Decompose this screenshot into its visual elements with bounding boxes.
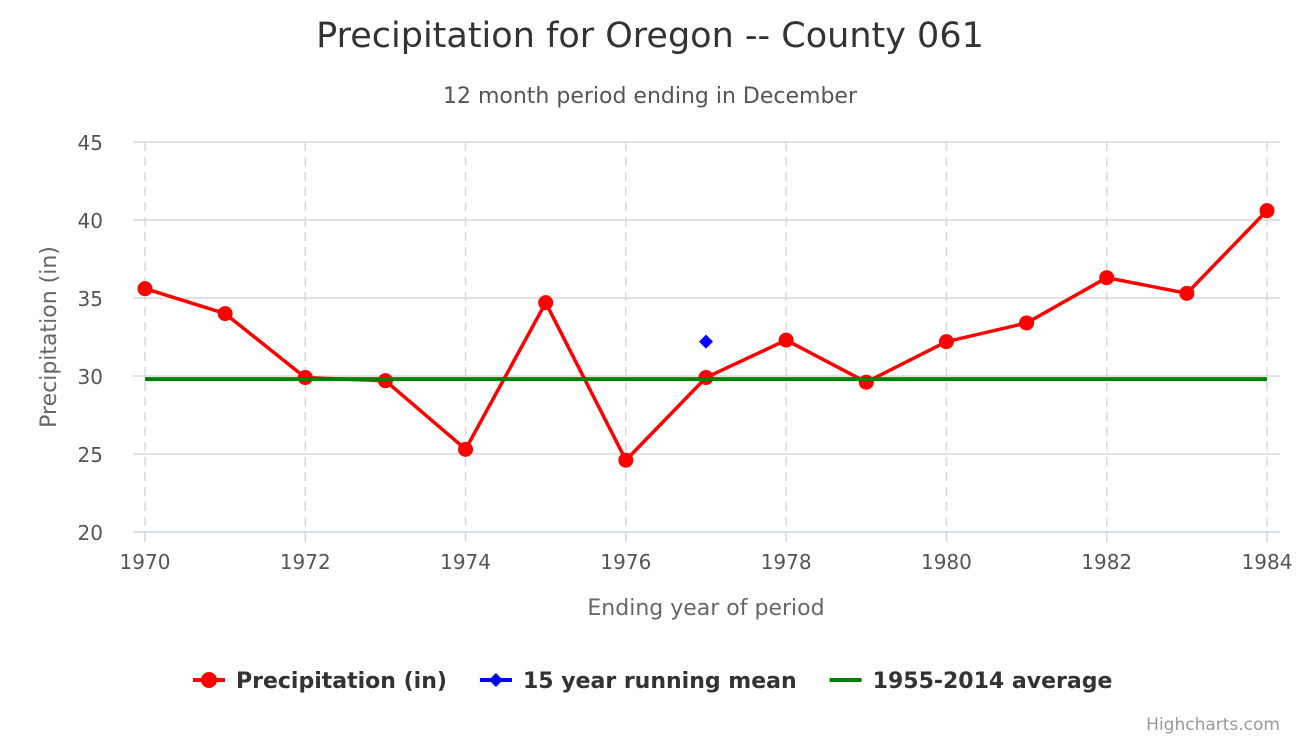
data-point[interactable] [1259, 203, 1275, 219]
axis-layer: 20 25 30 35 40 45 1970 1972 1974 1976 1978 1980 1982… [78, 131, 1293, 574]
x-tick-label: 1970 [120, 550, 171, 574]
x-axis-title: Ending year of period [587, 596, 824, 621]
data-point[interactable] [1179, 285, 1195, 301]
y-tick-label: 35 [78, 287, 103, 311]
legend-label: 1955-2014 average [873, 669, 1113, 694]
data-point[interactable] [858, 374, 874, 390]
series-layer [137, 203, 1275, 468]
x-tick-label: 1980 [921, 550, 972, 574]
data-point[interactable] [538, 295, 554, 311]
legend-item[interactable]: 1955-2014 average [829, 669, 1113, 694]
x-tick-label: 1972 [280, 550, 331, 574]
chart-title: Precipitation for Oregon -- County 061 [316, 16, 984, 56]
data-point[interactable] [618, 452, 634, 468]
y-tick-label: 20 [78, 521, 103, 545]
data-point[interactable] [699, 334, 713, 349]
data-point[interactable] [1019, 315, 1035, 331]
legend-symbol-marker [201, 672, 217, 688]
x-tick-label: 1978 [761, 550, 812, 574]
legend[interactable]: Precipitation (in) 15 year running mean 19… [193, 669, 1112, 694]
legend-label: 15 year running mean [523, 669, 797, 694]
chart-subtitle: 12 month period ending in December [443, 84, 858, 109]
y-axis-title: Precipitation (in) [37, 246, 62, 428]
x-tick-label: 1974 [440, 550, 491, 574]
data-point[interactable] [217, 306, 233, 322]
y-tick-label: 45 [78, 131, 103, 155]
y-tick-label: 25 [78, 443, 103, 467]
legend-label: Precipitation (in) [236, 669, 447, 694]
credits-link[interactable]: Highcharts.com [1146, 715, 1280, 735]
x-tick-label: 1982 [1081, 550, 1132, 574]
x-tick-label: 1976 [600, 550, 651, 574]
data-point[interactable] [137, 281, 153, 297]
data-point[interactable] [1099, 270, 1115, 286]
legend-symbol-marker [488, 673, 503, 687]
x-tick-label: 1984 [1242, 550, 1293, 574]
y-tick-label: 40 [78, 209, 103, 233]
data-point[interactable] [938, 334, 954, 350]
grid-layer [133, 141, 1280, 533]
legend-item[interactable]: 15 year running mean [479, 669, 797, 694]
y-tick-label: 30 [78, 365, 103, 389]
data-point[interactable] [778, 332, 794, 348]
data-point[interactable] [458, 441, 474, 457]
legend-item[interactable]: Precipitation (in) [193, 669, 447, 694]
